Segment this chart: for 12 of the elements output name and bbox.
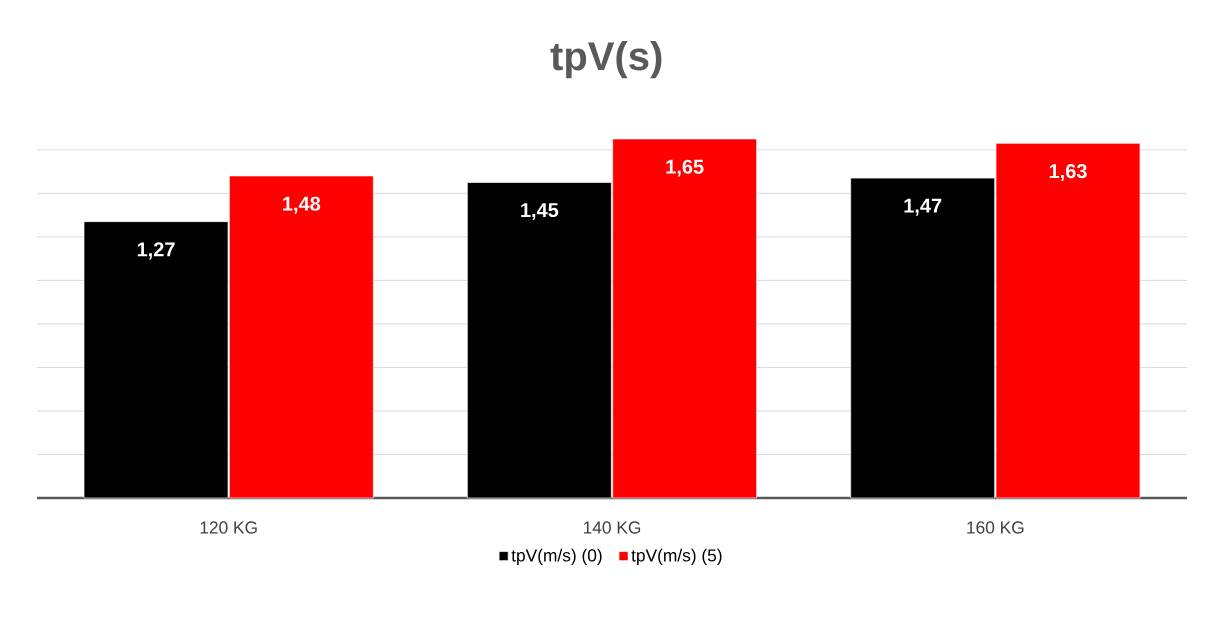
x-tick-label: 120 KG [200, 521, 257, 534]
legend-label: tpV(m/s) (0) [511, 548, 602, 565]
x-tick-label: 140 KG [583, 521, 641, 534]
data-label: 1,27 [137, 242, 175, 260]
chart-title: tpV(s) [550, 41, 662, 79]
x-tick-label: 160 KG [967, 521, 1024, 534]
data-label: 1,63 [1049, 164, 1087, 182]
legend-label: tpV(m/s) (5) [631, 548, 722, 565]
data-label: 1,45 [521, 203, 559, 221]
data-label: 1,47 [904, 198, 942, 216]
data-label: 1,48 [283, 196, 321, 214]
data-label: 1,65 [666, 159, 704, 177]
